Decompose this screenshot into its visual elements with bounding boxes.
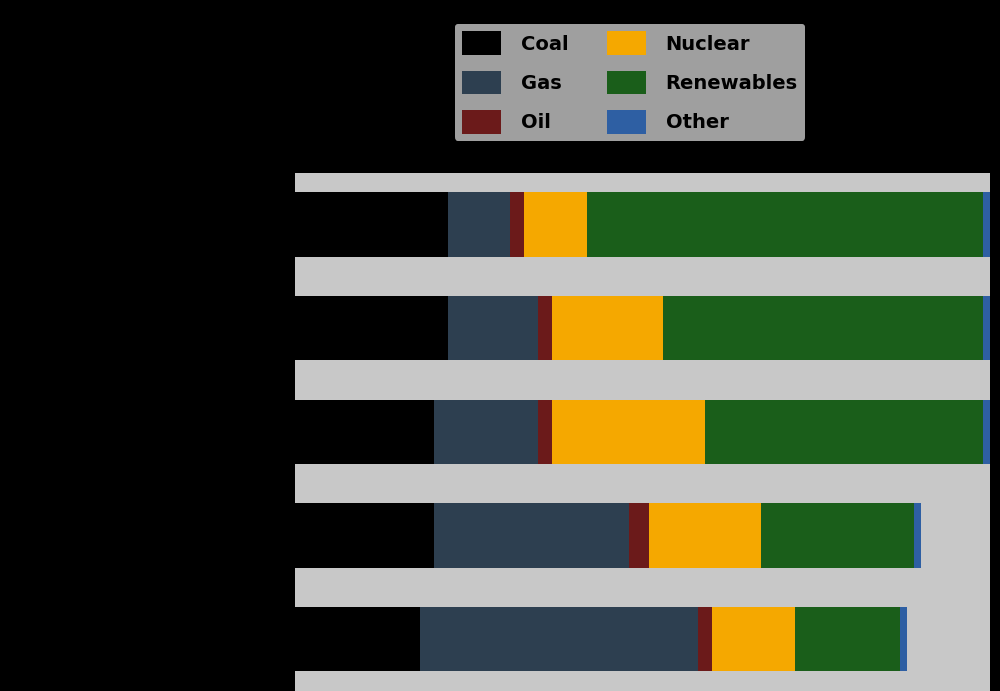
Bar — [629, 503, 649, 568]
Bar — [705, 399, 983, 464]
Bar — [914, 503, 920, 568]
Bar — [295, 296, 448, 361]
Bar — [420, 607, 698, 672]
Bar — [761, 503, 914, 568]
Legend: Coal, Gas, Oil, Nuclear, Renewables, Other: Coal, Gas, Oil, Nuclear, Renewables, Oth… — [455, 23, 805, 142]
Bar — [649, 503, 761, 568]
Bar — [524, 192, 587, 257]
Bar — [712, 607, 795, 672]
Bar — [983, 192, 990, 257]
Bar — [900, 607, 907, 672]
Bar — [587, 192, 983, 257]
Bar — [510, 192, 524, 257]
Bar — [538, 399, 552, 464]
Bar — [295, 192, 448, 257]
Bar — [663, 296, 983, 361]
Bar — [448, 192, 510, 257]
Bar — [983, 296, 990, 361]
Bar — [295, 607, 420, 672]
Bar — [552, 296, 663, 361]
Bar — [295, 399, 434, 464]
Bar — [552, 399, 705, 464]
Bar — [434, 503, 629, 568]
Bar — [983, 399, 990, 464]
Bar — [698, 607, 712, 672]
Bar — [295, 503, 434, 568]
Bar — [795, 607, 900, 672]
Bar — [448, 296, 538, 361]
Bar — [538, 296, 552, 361]
Bar — [434, 399, 538, 464]
